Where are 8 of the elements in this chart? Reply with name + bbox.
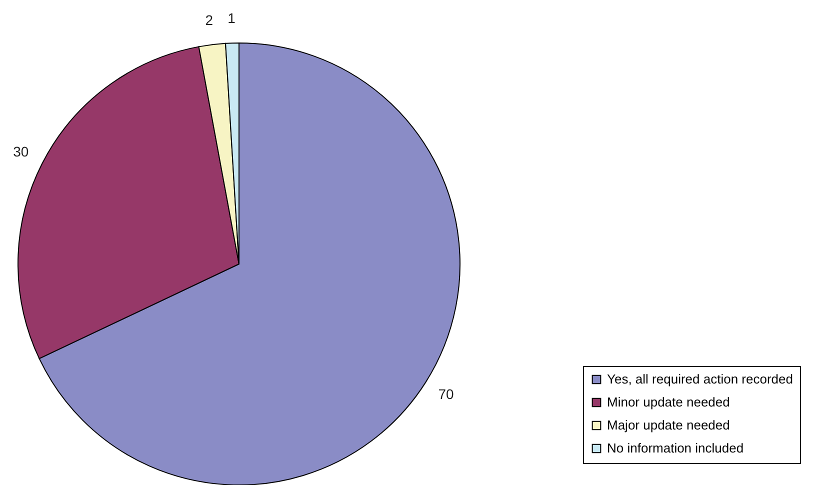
legend-label: Yes, all required action recorded (607, 372, 793, 386)
legend-label: No information included (607, 440, 744, 456)
legend-label: Major update needed (607, 418, 730, 432)
data-label: 1 (228, 10, 236, 26)
data-label: 30 (13, 143, 29, 160)
data-label: 2 (205, 12, 214, 28)
legend-label: Minor update needed (607, 394, 730, 410)
data-label: 70 (438, 386, 454, 402)
